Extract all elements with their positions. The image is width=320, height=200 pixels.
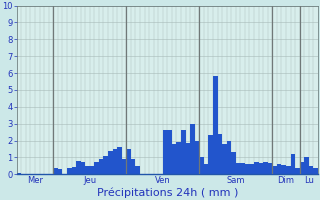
Bar xyxy=(186,143,190,174)
Bar xyxy=(67,168,71,174)
Bar xyxy=(90,166,94,174)
Bar xyxy=(163,130,167,174)
Bar xyxy=(281,165,286,174)
Bar xyxy=(313,168,318,174)
Bar xyxy=(227,141,231,174)
Bar xyxy=(172,144,176,174)
Bar xyxy=(300,162,304,174)
Bar xyxy=(245,164,250,174)
Bar xyxy=(204,164,208,174)
Bar xyxy=(208,135,213,174)
Bar xyxy=(263,162,268,174)
Bar xyxy=(236,163,240,174)
Bar xyxy=(268,163,272,174)
Bar xyxy=(122,159,126,174)
Bar xyxy=(113,149,117,174)
Bar xyxy=(103,156,108,174)
Bar xyxy=(240,163,245,174)
Bar xyxy=(17,173,21,174)
Bar xyxy=(309,166,313,174)
Bar xyxy=(126,149,131,174)
Bar xyxy=(213,76,218,174)
Bar xyxy=(231,152,236,174)
Bar xyxy=(176,142,181,174)
Bar xyxy=(218,134,222,174)
Bar xyxy=(135,166,140,174)
Bar xyxy=(131,159,135,174)
Bar xyxy=(81,162,85,174)
Bar xyxy=(195,141,199,174)
Bar xyxy=(304,157,309,174)
Bar xyxy=(295,168,300,174)
Bar xyxy=(254,162,259,174)
Bar xyxy=(222,144,227,174)
Bar xyxy=(58,169,62,174)
Bar xyxy=(85,166,90,174)
Bar xyxy=(108,151,113,174)
Bar xyxy=(167,130,172,174)
Bar xyxy=(76,161,81,174)
Bar xyxy=(199,157,204,174)
Bar xyxy=(53,168,58,174)
X-axis label: Précipitations 24h ( mm ): Précipitations 24h ( mm ) xyxy=(97,187,238,198)
Bar xyxy=(277,164,281,174)
Bar xyxy=(71,167,76,174)
Bar xyxy=(259,163,263,174)
Bar xyxy=(94,162,99,174)
Bar xyxy=(181,130,186,174)
Bar xyxy=(190,124,195,174)
Bar xyxy=(250,164,254,174)
Bar xyxy=(117,147,122,174)
Bar xyxy=(272,166,277,174)
Bar xyxy=(286,166,291,174)
Bar xyxy=(99,159,103,174)
Bar xyxy=(291,154,295,174)
